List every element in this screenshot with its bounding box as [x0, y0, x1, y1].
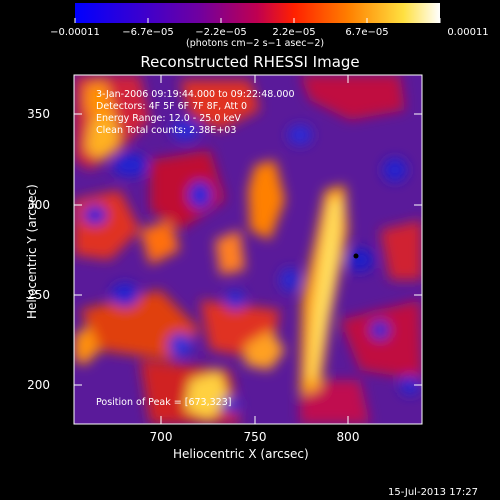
colorbar-tick-label: −6.7e−05: [122, 27, 174, 38]
y-tick-label: 200: [27, 378, 50, 392]
plot-frame: [73, 74, 423, 425]
colorbar: [75, 3, 440, 23]
info-total-counts: Clean Total counts: 2.38E+03: [96, 125, 237, 136]
colorbar-tick-label: 0.00011: [447, 27, 489, 38]
colorbar-ticks: [74, 18, 441, 23]
rhessi-image: [74, 75, 422, 424]
colorbar-tick-label: 2.2e−05: [272, 27, 316, 38]
x-axis-label: Heliocentric X (arcsec): [173, 447, 309, 461]
colorbar-tick-label: −0.00011: [50, 27, 100, 38]
info-time-range: 3-Jan-2006 09:19:44.000 to 09:22:48.000: [96, 89, 295, 100]
x-tick-label: 800: [336, 430, 360, 444]
x-tick-label: 700: [149, 430, 173, 444]
info-detectors: Detectors: 4F 5F 6F 7F 8F, Att 0: [96, 101, 248, 112]
x-tick-label: 750: [243, 430, 267, 444]
colorbar-tick-label: −2.2e−05: [195, 27, 247, 38]
timestamp: 15-Jul-2013 17:27: [388, 487, 479, 498]
axis-ticks: [74, 75, 422, 424]
colorbar-tick-label: 6.7e−05: [345, 27, 389, 38]
y-tick-label: 250: [27, 288, 50, 302]
info-peak-position: Position of Peak = [673,323]: [96, 397, 232, 408]
plot-title: Reconstructed RHESSI Image: [140, 53, 360, 71]
y-tick-label: 350: [27, 107, 50, 121]
colorbar-unit-label: (photons cm−2 s−1 asec−2): [186, 38, 325, 49]
peak-marker: [353, 253, 359, 259]
y-axis-label: Heliocentric Y (arcsec): [25, 184, 39, 319]
info-energy-range: Energy Range: 12.0 - 25.0 keV: [96, 113, 241, 124]
y-tick-label: 300: [27, 198, 50, 212]
